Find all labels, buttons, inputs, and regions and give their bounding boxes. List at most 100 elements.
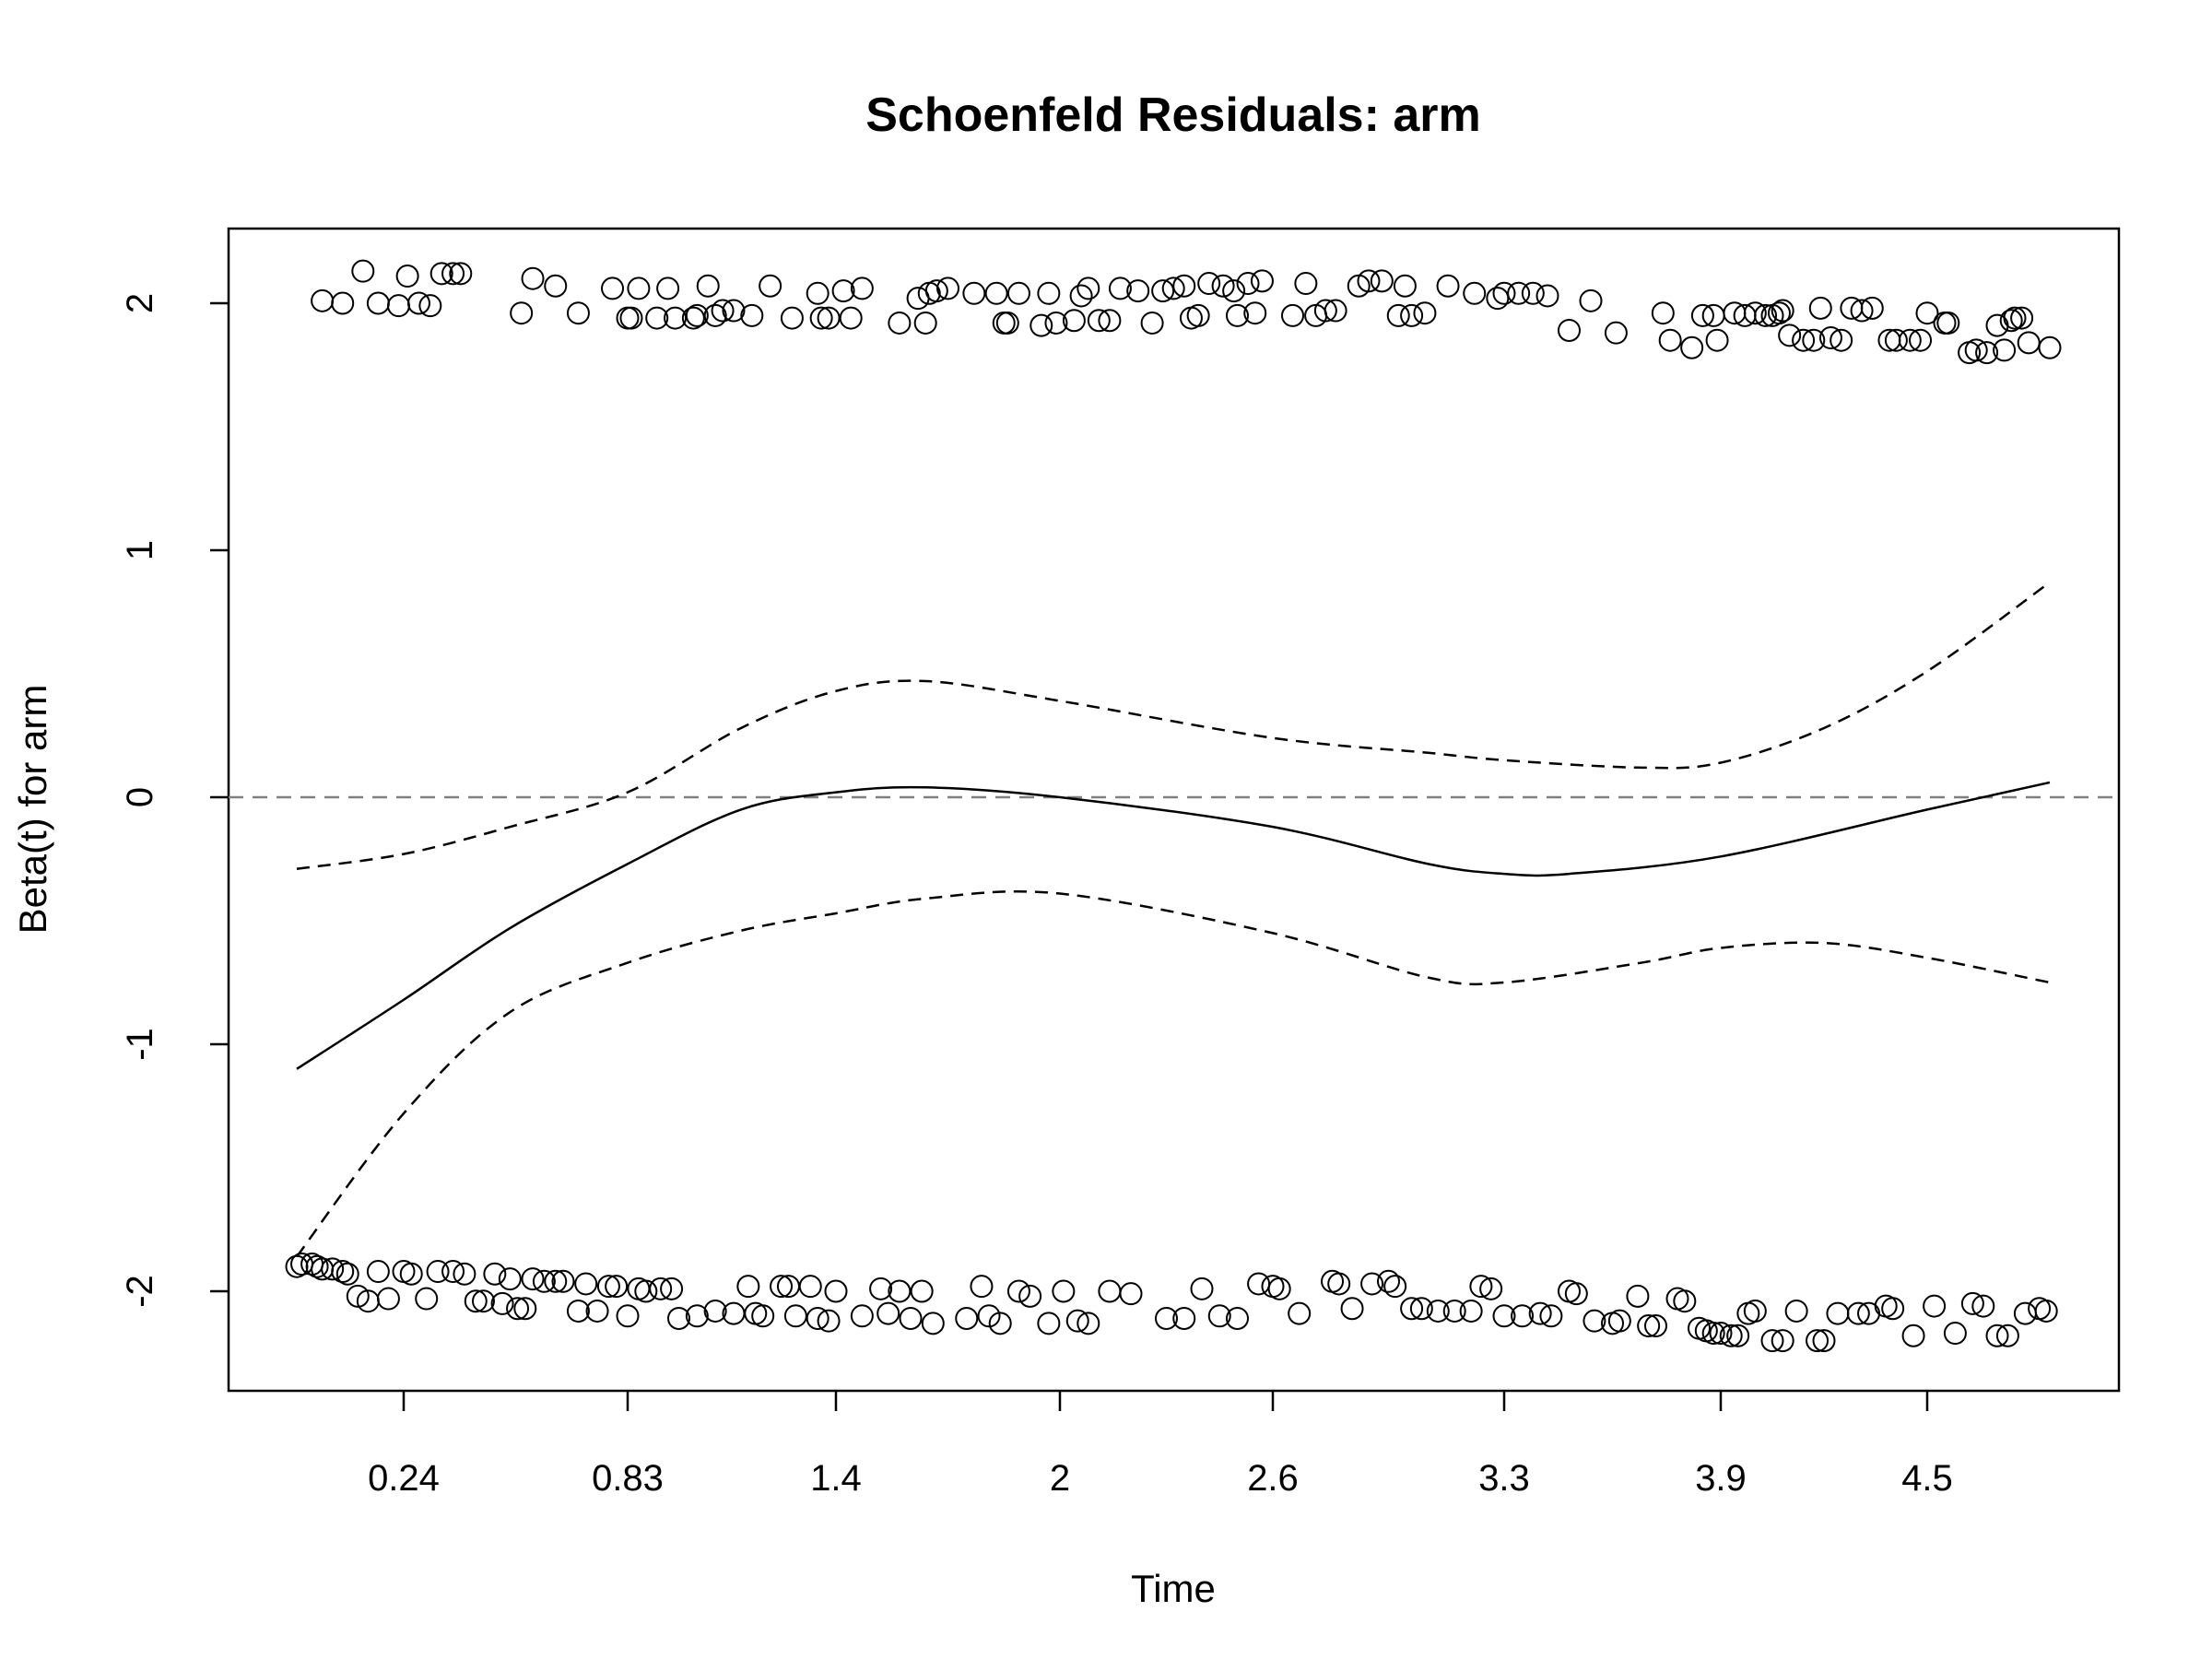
residual-point bbox=[936, 276, 959, 300]
residual-point bbox=[1006, 281, 1030, 305]
residual-point bbox=[426, 1260, 450, 1284]
y-tick-label: -1 bbox=[120, 1028, 160, 1061]
residual-point bbox=[1936, 311, 1960, 335]
residual-point bbox=[1802, 328, 1826, 352]
residual-point bbox=[1923, 1294, 1947, 1318]
residual-point bbox=[751, 1304, 775, 1328]
x-axis-label: Time bbox=[1131, 1567, 1216, 1610]
x-tick-label: 4.5 bbox=[1901, 1458, 1953, 1499]
residual-point bbox=[1528, 1301, 1552, 1325]
residual-point bbox=[1151, 279, 1175, 303]
residual-point bbox=[1767, 301, 1791, 325]
residual-point bbox=[1186, 303, 1210, 327]
residual-point bbox=[1052, 1279, 1076, 1303]
residual-point bbox=[453, 1262, 477, 1286]
residual-point bbox=[418, 294, 442, 318]
residual-point bbox=[1726, 1324, 1750, 1347]
residual-point bbox=[649, 1277, 673, 1300]
residual-point bbox=[1960, 1291, 1984, 1315]
residual-point bbox=[429, 262, 453, 286]
residual-point bbox=[1943, 1322, 1967, 1346]
residual-point bbox=[888, 311, 912, 335]
residual-point bbox=[1436, 274, 1460, 298]
residual-point bbox=[660, 1277, 684, 1300]
residual-point bbox=[1637, 1314, 1661, 1338]
residual-point bbox=[395, 265, 419, 288]
residual-point bbox=[415, 1287, 439, 1311]
residual-point bbox=[995, 311, 1019, 335]
residual-point bbox=[798, 1275, 822, 1299]
residual-point bbox=[1226, 1306, 1249, 1330]
residual-point bbox=[406, 291, 430, 315]
residual-point bbox=[1018, 1284, 1042, 1308]
residual-point bbox=[1719, 1324, 1743, 1347]
residual-point bbox=[1808, 296, 1832, 320]
residual-point bbox=[1062, 309, 1086, 333]
residual-point bbox=[1898, 328, 1922, 352]
x-tick-label: 3.9 bbox=[1695, 1458, 1747, 1499]
residual-point bbox=[1909, 328, 1933, 352]
residual-point bbox=[331, 291, 355, 315]
residual-point bbox=[619, 306, 643, 330]
residual-point bbox=[664, 306, 688, 330]
residual-point bbox=[1492, 281, 1516, 305]
residual-point bbox=[1535, 284, 1559, 308]
residual-point bbox=[1400, 1297, 1424, 1321]
residual-point bbox=[1226, 303, 1249, 327]
residual-point bbox=[335, 1262, 359, 1286]
residual-point bbox=[1383, 1275, 1407, 1299]
x-tick-label: 2 bbox=[1050, 1458, 1070, 1499]
residual-point bbox=[913, 311, 937, 335]
residual-point bbox=[711, 299, 735, 323]
residual-point bbox=[1975, 341, 1999, 365]
residual-point bbox=[780, 306, 804, 330]
residual-point bbox=[970, 1275, 994, 1299]
residual-point bbox=[962, 281, 986, 305]
residual-point bbox=[1778, 324, 1802, 347]
residual-point bbox=[1065, 1309, 1089, 1333]
residual-point bbox=[464, 1289, 488, 1313]
residual-point bbox=[1155, 1306, 1178, 1330]
residual-point bbox=[1172, 274, 1196, 298]
x-axis: 0.24 0.83 1.4 2 2.6 3.3 3.9 4.5 bbox=[368, 1391, 1953, 1499]
residual-point bbox=[305, 1254, 329, 1278]
residual-point bbox=[685, 303, 709, 327]
residual-point bbox=[441, 262, 465, 286]
y-axis-label: Beta(t) for arm bbox=[11, 685, 54, 935]
residual-point bbox=[910, 1279, 934, 1303]
residual-point bbox=[1658, 328, 1682, 352]
residual-point bbox=[924, 279, 948, 303]
residual-point bbox=[1340, 1297, 1364, 1321]
residual-point bbox=[1386, 303, 1410, 327]
residual-point bbox=[490, 1291, 514, 1315]
residual-point bbox=[1098, 309, 1122, 333]
residual-point bbox=[1583, 1309, 1606, 1333]
residual-point bbox=[1701, 1322, 1725, 1346]
residual-point bbox=[1197, 272, 1221, 296]
residual-point bbox=[685, 1304, 709, 1328]
residual-point bbox=[850, 276, 874, 300]
residual-point bbox=[2013, 1301, 2037, 1325]
residual-point bbox=[1207, 1304, 1231, 1328]
residual-point bbox=[988, 1312, 1012, 1335]
residual-point bbox=[1881, 1297, 1905, 1321]
y-tick-label: 2 bbox=[120, 293, 160, 313]
beta-smooth-line bbox=[296, 781, 2051, 1070]
residual-point bbox=[656, 276, 680, 300]
residual-point bbox=[809, 306, 833, 330]
residual-point bbox=[483, 1262, 507, 1286]
residual-point bbox=[817, 306, 841, 330]
residual-point bbox=[1792, 328, 1816, 352]
residual-point bbox=[1077, 1312, 1100, 1335]
residual-point bbox=[311, 288, 335, 312]
residual-point bbox=[1818, 326, 1842, 350]
residual-point bbox=[1690, 303, 1714, 327]
residual-point bbox=[1281, 303, 1305, 327]
x-tick-label: 0.83 bbox=[592, 1458, 664, 1499]
residual-point bbox=[1830, 328, 1853, 352]
residual-point bbox=[645, 306, 669, 330]
residual-point bbox=[1673, 1289, 1697, 1313]
residual-point bbox=[1784, 1299, 1808, 1323]
residual-point bbox=[806, 281, 830, 305]
